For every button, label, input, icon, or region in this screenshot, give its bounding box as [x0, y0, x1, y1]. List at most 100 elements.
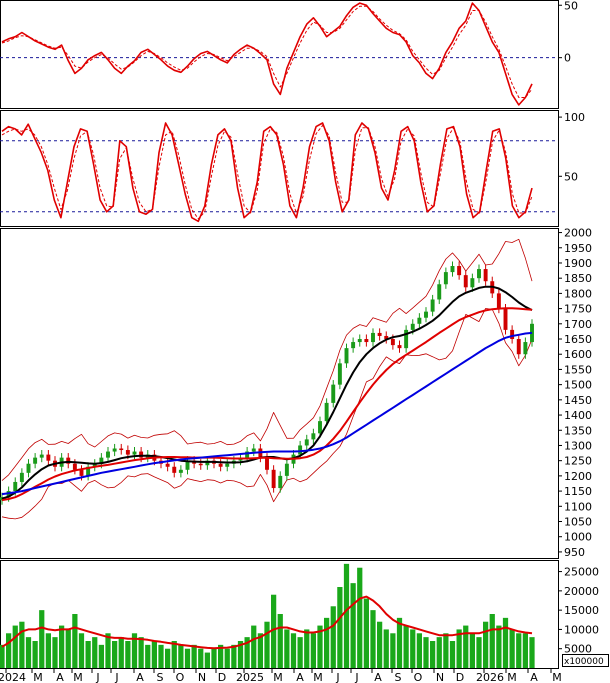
candle-body: [417, 317, 422, 324]
x-tick-label: O: [414, 671, 423, 683]
candle-body: [39, 454, 44, 458]
volume-bar: [171, 641, 177, 668]
volume-bar: [231, 644, 237, 668]
candle-body: [198, 463, 203, 466]
y-tick-label: 1600: [564, 348, 592, 361]
volume-bar: [436, 637, 442, 668]
candle-body: [112, 448, 117, 452]
y-tick-label: 1050: [564, 516, 592, 529]
y-tick-label: 50: [564, 0, 578, 12]
volume-bar: [98, 644, 104, 668]
x-tick-label: N: [198, 671, 206, 683]
volume-bar: [324, 617, 330, 668]
volume-bar: [396, 617, 403, 668]
candle-body: [344, 348, 349, 364]
volume-bar: [85, 641, 91, 668]
x-tick-label: M: [273, 671, 283, 683]
volume-bar: [118, 637, 124, 668]
volume-bar: [522, 633, 528, 668]
volume-bar: [423, 637, 429, 668]
volume-bar: [224, 648, 230, 668]
x-tick-label: A: [374, 671, 382, 683]
x-tick-label: A: [56, 671, 64, 683]
volume-bar: [145, 644, 151, 668]
candle-body: [119, 448, 124, 451]
volume-bar: [112, 641, 118, 668]
volume-bar: [509, 629, 515, 668]
volume-unit-label: x100000: [564, 657, 604, 667]
y-tick-label: 1650: [564, 333, 592, 346]
volume-bar: [317, 625, 323, 668]
candle-body: [496, 293, 501, 309]
x-tick-label: O: [176, 671, 185, 683]
volume-bar: [92, 637, 98, 668]
y-tick-label: 1350: [564, 424, 592, 437]
y-tick-label: 1400: [564, 409, 592, 422]
volume-bar: [65, 629, 71, 668]
volume-bar: [105, 633, 111, 668]
volume-bar: [330, 606, 336, 668]
candle-body: [470, 278, 475, 288]
volume-bar: [390, 633, 396, 668]
candle-body: [278, 475, 283, 489]
volume-bar: [277, 614, 283, 668]
x-tick-label: D: [218, 671, 226, 683]
x-tick-label: M: [33, 671, 43, 683]
candle-body: [331, 384, 336, 403]
candle-body: [324, 402, 329, 422]
candle-body: [503, 308, 508, 330]
candle-body: [33, 457, 38, 464]
volume-bar: [496, 625, 502, 668]
x-tick-label: S: [395, 671, 402, 683]
volume-bar: [131, 633, 138, 668]
volume-bar: [363, 598, 369, 668]
x-tick-label: 2025: [236, 671, 264, 683]
x-tick-label: A: [296, 671, 304, 683]
y-tick-label: 950: [564, 546, 585, 559]
candle-body: [66, 457, 71, 464]
panel-frame-1: [0, 110, 559, 227]
volume-bar: [416, 633, 422, 668]
volume-bar: [483, 621, 489, 668]
candle-body: [477, 269, 481, 279]
lower-band: [1, 307, 533, 520]
candle-body: [86, 466, 91, 476]
y-tick-label: 1200: [564, 470, 592, 483]
volume-bar: [410, 629, 416, 668]
volume-bar: [158, 644, 164, 668]
candle-body: [72, 463, 77, 470]
candle-body: [79, 469, 84, 476]
volume-bar: [165, 648, 171, 668]
candle-body: [311, 433, 316, 440]
y-tick-label: 1550: [564, 363, 592, 376]
candle-body: [19, 472, 24, 482]
volume-bar: [337, 587, 343, 668]
x-tick-label: M: [507, 671, 517, 683]
volume-bar: [357, 567, 363, 668]
candle-body: [139, 451, 144, 458]
volume-bar: [52, 637, 58, 668]
panel1-series-0: [1, 122, 533, 223]
y-tick-label: 1750: [564, 303, 592, 316]
candle-body: [13, 481, 18, 492]
x-tick-label: M: [552, 671, 562, 683]
y-tick-label: 1950: [564, 242, 592, 255]
upper-band: [1, 238, 533, 481]
candle-body: [251, 448, 256, 452]
volume-bar: [469, 633, 475, 668]
candle-body: [106, 451, 110, 458]
volume-bar: [184, 648, 191, 668]
volume-bar: [264, 621, 270, 668]
volume-bar: [237, 641, 244, 668]
volume-bar: [45, 633, 51, 668]
y-tick-label: 15000: [564, 604, 599, 617]
y-tick-label: 2000: [564, 227, 592, 240]
volume-bar: [211, 648, 217, 668]
x-tick-label: N: [436, 671, 444, 683]
volume-bar: [343, 563, 350, 668]
candle-body: [430, 299, 435, 312]
candle-body: [384, 335, 389, 340]
candle-body: [397, 345, 402, 349]
volume-bar: [284, 629, 290, 668]
volume-bar: [383, 629, 389, 668]
